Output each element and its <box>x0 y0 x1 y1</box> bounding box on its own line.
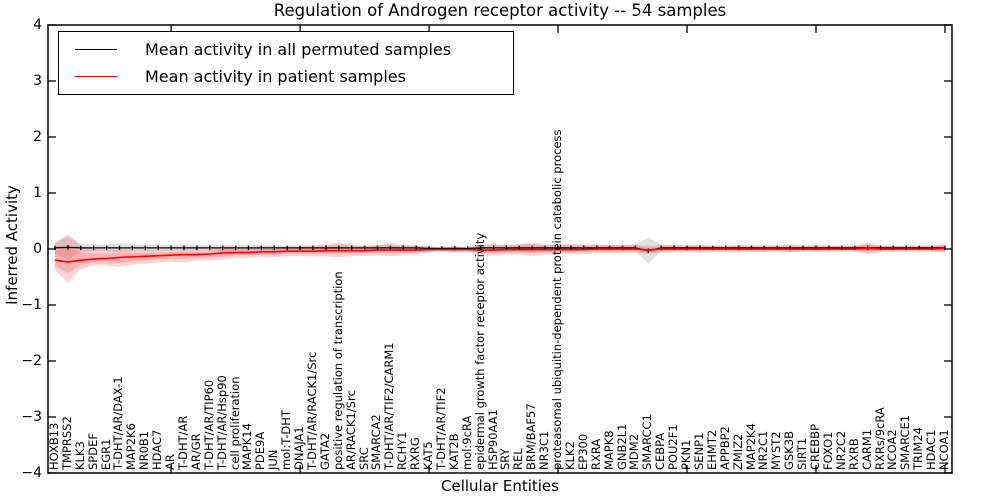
y-tick-label: −2 <box>21 352 42 369</box>
x-tick-label: RXRB <box>846 438 861 470</box>
legend-item-patient: Mean activity in patient samples <box>75 67 513 86</box>
x-tick-label: KAT2B <box>446 433 461 470</box>
x-tick-label: SENP1 <box>691 432 706 470</box>
x-tick-label: GATA2 <box>317 432 332 470</box>
y-tick-label: 1 <box>33 184 42 201</box>
x-tick-label: SPDEF <box>85 433 100 470</box>
legend-item-permuted: Mean activity in all permuted samples <box>75 40 513 59</box>
chart-title: Regulation of Androgen receptor activity… <box>273 1 727 20</box>
y-tick-label: 4 <box>33 16 42 33</box>
y-tick-label: −1 <box>21 296 42 313</box>
x-tick-label: EP300 <box>575 433 590 470</box>
x-tick-label: AR/GR <box>188 433 203 470</box>
x-tick-label: ZMIZ2 <box>730 433 745 470</box>
x-tick-label: T-DHT/AR/TIP60 <box>201 379 216 470</box>
legend: Mean activity in all permuted samples Me… <box>58 31 514 95</box>
y-tick-label: 2 <box>33 128 42 145</box>
x-tick-label: EHMT2 <box>704 429 719 470</box>
permuted-line-swatch <box>75 49 117 50</box>
y-tick-label: 3 <box>33 72 42 89</box>
legend-label-permuted: Mean activity in all permuted samples <box>145 40 452 59</box>
x-tick-label: proteasomal ubiquitin-dependent protein … <box>550 129 565 470</box>
x-tick-label: MAPK8 <box>601 430 616 470</box>
x-tick-label: KLK2 <box>562 441 577 470</box>
x-tick-label: RXRA <box>588 438 603 470</box>
x-tick-label: TMPRSS2 <box>59 416 74 470</box>
x-tick-label: KLK3 <box>72 441 87 470</box>
y-tick-label: −4 <box>21 464 42 481</box>
x-tick-label: epidermal growth factor receptor activit… <box>472 232 487 470</box>
x-tick-label: CARM1 <box>859 428 874 470</box>
y-tick-label: −3 <box>21 408 42 425</box>
x-tick-label: T-DHT/AR/TIF2 <box>433 387 448 470</box>
x-tick-label: APPBP2 <box>717 426 732 470</box>
y-tick-label: 0 <box>33 240 42 257</box>
x-axis-label: Cellular Entities <box>441 477 559 495</box>
x-tick-label: positive regulation of transcription <box>330 271 345 470</box>
x-tick-label: NCOA1 <box>937 429 951 470</box>
x-tick-label: mol:9cRA <box>459 415 474 470</box>
x-tick-label: AR/RACK1/Src <box>343 390 358 470</box>
x-tick-label: FOXO1 <box>820 431 835 470</box>
x-tick-label: T-DHT/AR/Hsp90 <box>214 375 229 470</box>
patient-line-swatch <box>75 76 117 77</box>
legend-label-patient: Mean activity in patient samples <box>145 67 406 86</box>
x-tick-label: NR2C2 <box>833 430 848 470</box>
